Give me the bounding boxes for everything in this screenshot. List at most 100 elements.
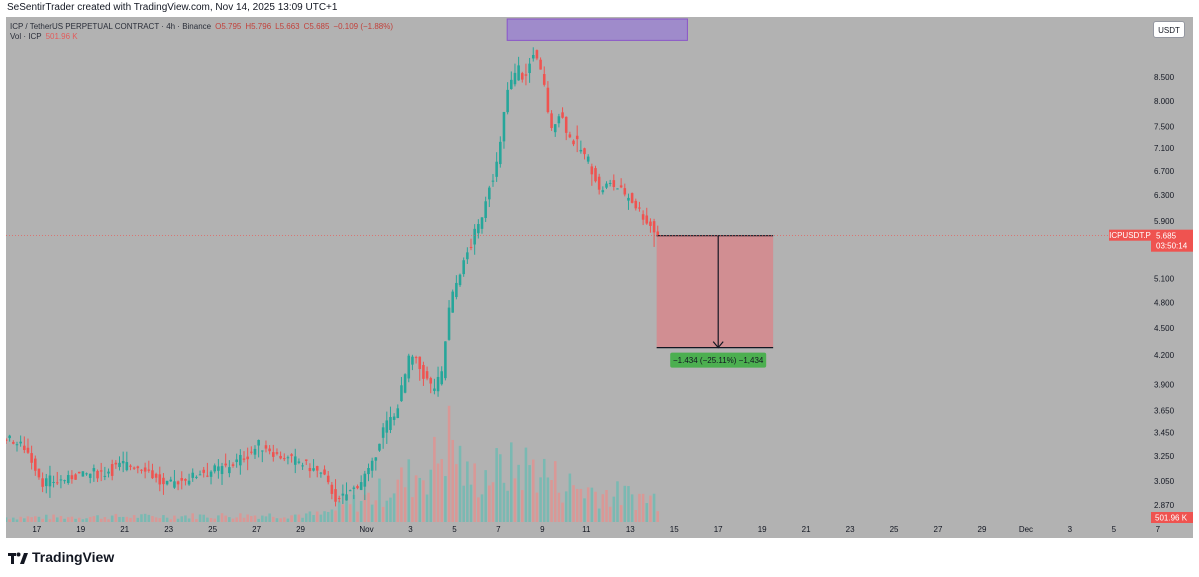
volume-bar bbox=[627, 486, 630, 522]
volume-bar bbox=[334, 510, 337, 522]
candle-body bbox=[176, 481, 180, 485]
candle-body bbox=[348, 490, 352, 492]
y-tick-label: 3.450 bbox=[1154, 429, 1175, 438]
candle-body bbox=[158, 474, 162, 485]
candle-body bbox=[422, 365, 425, 379]
volume-bar bbox=[55, 517, 59, 522]
volume-bar bbox=[645, 503, 649, 522]
candle-body bbox=[656, 231, 660, 238]
candle-body bbox=[55, 482, 59, 484]
x-tick-label: 7 bbox=[496, 525, 501, 534]
candle-body bbox=[275, 452, 279, 454]
candle-body bbox=[52, 481, 55, 483]
volume-bar bbox=[641, 493, 645, 522]
high-value: H5.796 bbox=[245, 22, 272, 31]
candle-body bbox=[520, 73, 524, 80]
volume-bar bbox=[257, 518, 260, 522]
candle-body bbox=[231, 464, 235, 466]
candle-body bbox=[381, 427, 385, 438]
candle-body bbox=[96, 470, 99, 479]
chart-legend: ICP / TetherUS PERPETUAL CONTRACT · 4h ·… bbox=[10, 22, 393, 42]
volume-bar bbox=[103, 516, 107, 522]
volume-bar bbox=[616, 481, 619, 522]
candle-body bbox=[326, 475, 330, 483]
candle-body bbox=[367, 468, 370, 475]
volume-bar bbox=[356, 511, 359, 522]
candle-body bbox=[638, 207, 641, 209]
candle-body bbox=[579, 149, 583, 152]
candle-body bbox=[85, 473, 88, 475]
candle-body bbox=[513, 72, 517, 85]
volume-bar bbox=[74, 518, 77, 522]
volume-bar bbox=[553, 461, 557, 522]
volume-bar bbox=[224, 515, 227, 522]
symbol-title[interactable]: ICP / TetherUS PERPETUAL CONTRACT · 4h ·… bbox=[10, 22, 212, 31]
currency-button[interactable]: USDT bbox=[1153, 21, 1185, 38]
volume-bar bbox=[268, 513, 271, 522]
volume-bar bbox=[389, 497, 392, 522]
candle-body bbox=[198, 474, 202, 476]
candle-body bbox=[451, 291, 454, 313]
candle-body bbox=[623, 188, 627, 195]
price-chart[interactable]: 9.5008.5008.0007.5007.1006.7006.3005.900… bbox=[6, 17, 1193, 538]
volume-bar bbox=[407, 459, 411, 522]
candle-body bbox=[129, 465, 132, 467]
x-tick-label: 23 bbox=[846, 525, 855, 534]
candle-body bbox=[641, 214, 645, 220]
volume-bar bbox=[286, 518, 290, 522]
price-range-box[interactable] bbox=[656, 235, 774, 348]
y-tick-label: 5.100 bbox=[1154, 274, 1175, 283]
volume-bar bbox=[462, 485, 465, 522]
candle-body bbox=[572, 140, 575, 145]
candle-body bbox=[282, 458, 286, 460]
volume-bar bbox=[337, 501, 341, 522]
volume-bar bbox=[242, 517, 246, 522]
candle-body bbox=[510, 79, 513, 90]
candle-body bbox=[447, 307, 451, 340]
candle-body bbox=[140, 469, 143, 471]
volume-bar bbox=[250, 516, 253, 522]
candle-body bbox=[359, 482, 363, 490]
candle-body bbox=[250, 451, 253, 453]
tradingview-logo[interactable]: TradingView bbox=[8, 548, 114, 566]
volume-bar bbox=[107, 519, 110, 522]
attribution-text: SeSentirTrader created with TradingView.… bbox=[7, 2, 338, 13]
ohlc-row: ICP / TetherUS PERPETUAL CONTRACT · 4h ·… bbox=[10, 22, 393, 32]
candle-body bbox=[462, 260, 465, 275]
candle-body bbox=[337, 498, 341, 500]
candle-body bbox=[92, 468, 96, 472]
volume-bar bbox=[458, 445, 462, 522]
volume-bar bbox=[590, 487, 594, 522]
y-tick-label: 7.500 bbox=[1154, 122, 1175, 131]
volume-bar bbox=[184, 515, 187, 522]
supply-zone-rectangle[interactable] bbox=[506, 18, 688, 41]
current-price-value: 5.685 bbox=[1156, 232, 1177, 241]
candle-body bbox=[528, 63, 531, 74]
volume-bar bbox=[542, 458, 546, 522]
volume-bar bbox=[140, 514, 143, 522]
y-tick-label: 8.500 bbox=[1154, 73, 1175, 82]
volume-bar bbox=[400, 467, 403, 522]
volume-bar bbox=[429, 469, 433, 522]
candle-body bbox=[473, 228, 476, 245]
candle-body bbox=[539, 59, 542, 70]
candle-body bbox=[312, 468, 315, 471]
candle-body bbox=[290, 454, 293, 456]
candle-body bbox=[466, 252, 469, 260]
volume-bar bbox=[293, 514, 297, 522]
chart-pane[interactable]: 9.5008.5008.0007.5007.1006.7006.3005.900… bbox=[6, 17, 1193, 538]
volume-bar bbox=[143, 513, 147, 522]
candle-body bbox=[15, 444, 19, 446]
volume-bar bbox=[121, 516, 125, 522]
candle-body bbox=[286, 457, 290, 459]
y-tick-label: 6.300 bbox=[1154, 191, 1175, 200]
candle-body bbox=[213, 465, 216, 472]
volume-bar bbox=[564, 491, 568, 522]
x-tick-label: 27 bbox=[252, 525, 261, 534]
volume-bar bbox=[502, 482, 506, 522]
candle-body bbox=[550, 113, 553, 128]
volume-label[interactable]: Vol · ICP bbox=[10, 32, 42, 41]
candle-body bbox=[297, 461, 301, 463]
y-tick-label: 7.100 bbox=[1154, 144, 1175, 153]
volume-bar bbox=[301, 517, 304, 522]
